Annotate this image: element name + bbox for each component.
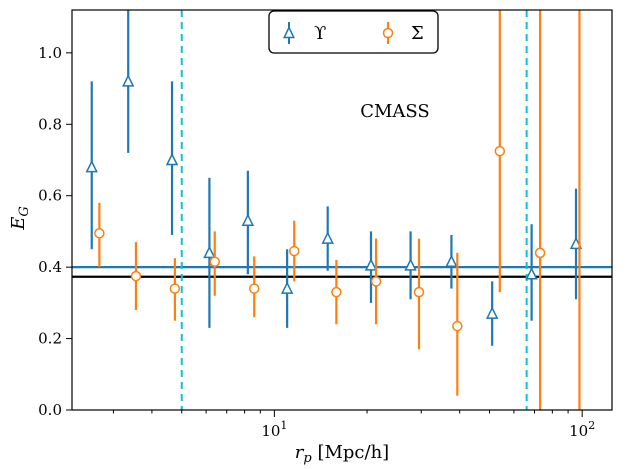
legend-label-upsilon: ϒ [314,23,326,44]
sigma-point-11 [534,247,546,259]
sigma-point-2 [169,283,181,294]
legend-entry-sigma: Σ [382,22,424,44]
legend: ϒ Σ [268,10,439,54]
y-tick-label-4: 0.8 [38,115,62,133]
legend-box [268,10,439,54]
upsilon-point-4 [241,213,255,226]
y-tick-label-5: 1.0 [38,44,62,62]
sigma-point-7 [370,276,382,287]
sigma-point-1 [130,270,142,282]
sigma-point-5 [288,245,300,257]
sigma-point-6 [331,286,342,298]
sigma-point-3 [209,256,220,268]
upsilon-point-8 [404,258,417,271]
x-tick-label-1: 102 [569,419,595,440]
upsilon-point-5 [280,281,294,294]
annotation-label: CMASS [360,101,430,122]
plot-frame [71,9,613,411]
y-axis-label: EG [8,206,32,231]
axes: 0.0 0.2 0.4 0.6 0.8 1.0 101 102 [38,44,595,440]
upsilon-point-6 [321,231,334,244]
x-tick-label-0: 101 [261,419,287,440]
upsilon-point-11 [525,267,538,280]
x-axis-label: rp [Mpc/h] [295,442,389,466]
legend-entry-upsilon: ϒ [283,22,326,44]
upsilon-point-3 [203,245,216,259]
triangle-marker-icon [283,25,295,39]
sigma-point-9 [452,320,463,332]
y-tick-label-3: 0.6 [38,187,62,205]
upsilon-point-0 [85,159,98,173]
upsilon-point-2 [165,152,179,166]
y-tick-label-2: 0.4 [38,258,62,276]
sigma-point-8 [413,286,425,298]
sigma-point-0 [94,227,105,239]
sigma-point-4 [248,283,260,294]
circle-marker-icon [382,27,394,39]
plot-area [72,10,612,410]
upsilon-point-9 [445,254,458,268]
y-tick-label-0: 0.0 [38,401,62,419]
sigma-point-10 [494,145,506,157]
upsilon-point-10 [485,306,499,319]
y-tick-label-1: 0.2 [38,330,62,348]
upsilon-point-1 [121,74,135,87]
upsilon-point-7 [364,258,378,271]
legend-label-sigma: Σ [411,23,424,44]
